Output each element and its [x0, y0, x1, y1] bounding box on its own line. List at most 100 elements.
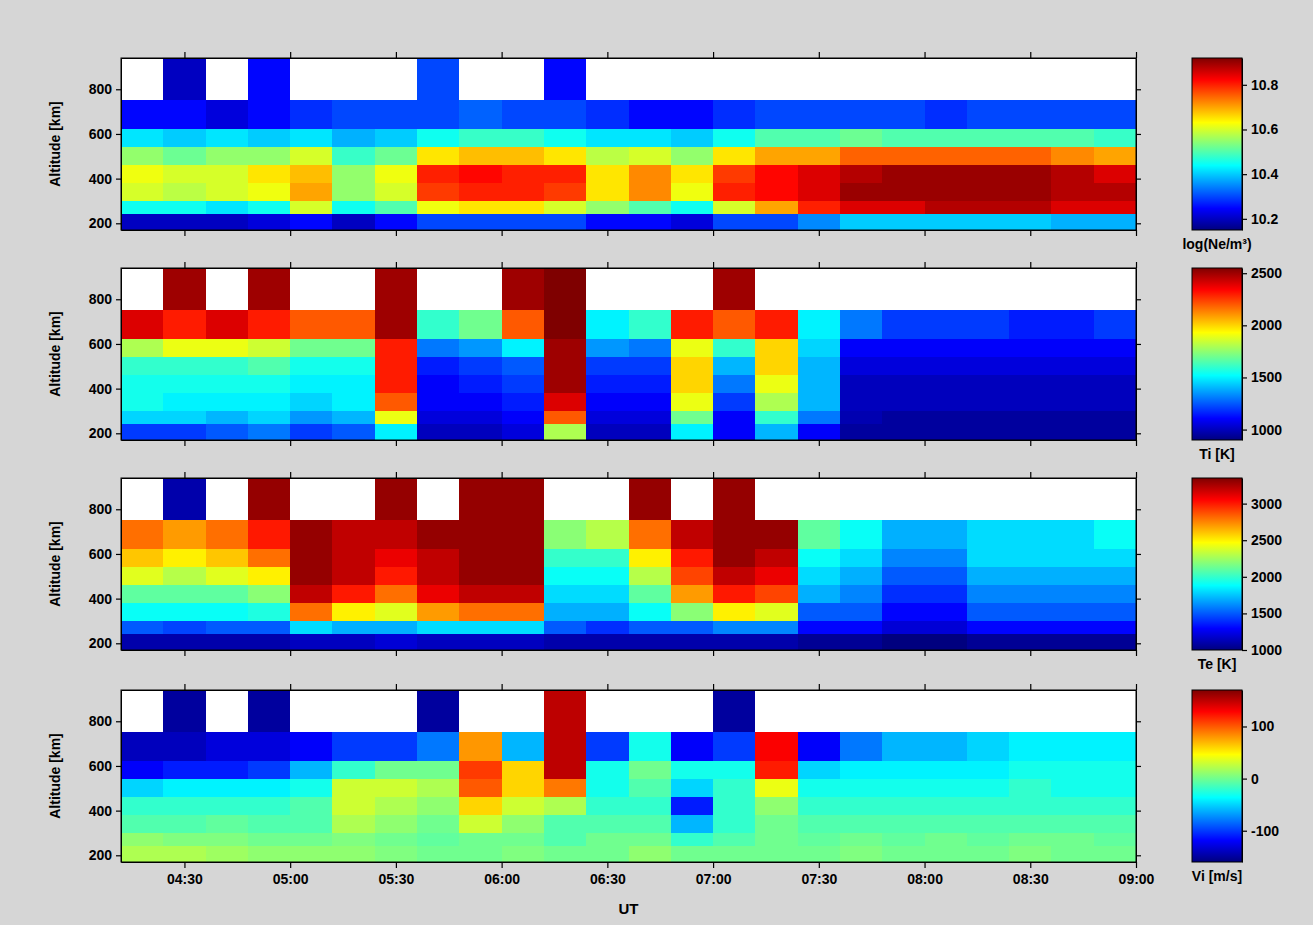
colorbar: 10001500200025003000Te [K] [1192, 478, 1282, 672]
heatmap-cell [798, 375, 840, 393]
y-axis-title: Altitude [km] [47, 101, 63, 187]
tick-label: 07:00 [696, 871, 732, 887]
heatmap-cell [882, 520, 924, 549]
heatmap-cell [544, 833, 586, 846]
heatmap-cell [163, 393, 205, 411]
heatmap-cell [121, 393, 163, 411]
heatmap-cell [1051, 585, 1093, 603]
tick-mark [1136, 299, 1141, 300]
heatmap-cell [629, 100, 671, 129]
heatmap-cell [1094, 375, 1136, 393]
colorbar: -1000100Vi [m/s] [1192, 690, 1279, 884]
heatmap-cell [206, 815, 248, 833]
tick: 1000 [1242, 422, 1282, 438]
heatmap-cell [290, 732, 332, 761]
heatmap-cell [671, 357, 713, 375]
heatmap-cell [1009, 339, 1051, 357]
heatmap-cell [248, 732, 290, 761]
tick-mark [1136, 89, 1141, 90]
heatmap-cell [882, 411, 924, 424]
tick [290, 684, 291, 690]
tick: 05:30 [378, 862, 414, 887]
heatmap-cell [163, 585, 205, 603]
heatmap-cell [1051, 603, 1093, 621]
heatmap-cell [248, 129, 290, 147]
heatmap-cell [206, 100, 248, 129]
heatmap-cell [755, 797, 797, 815]
heatmap-cell [671, 147, 713, 165]
heatmap-cell [544, 797, 586, 815]
tick-label: 200 [89, 425, 113, 441]
tick [1136, 509, 1141, 510]
tick-mark [713, 52, 714, 58]
tick-mark [116, 223, 121, 224]
tick-label: 800 [89, 713, 113, 729]
heatmap-cells [121, 58, 1136, 230]
tick-mark [502, 862, 503, 868]
heatmap-cell [629, 393, 671, 411]
heatmap-cell [755, 411, 797, 424]
heatmap-cell [375, 846, 417, 862]
heatmap-cell [586, 797, 628, 815]
heatmap-cell [1051, 621, 1093, 634]
heatmap-cell [163, 549, 205, 567]
heatmap-cell [840, 393, 882, 411]
heatmap-cell [1009, 621, 1051, 634]
tick-mark [1136, 650, 1137, 656]
heatmap-cell [375, 833, 417, 846]
heatmap-cell [375, 634, 417, 650]
heatmap-cell [1009, 147, 1051, 165]
panel: 04:3005:0005:3006:0006:3007:0007:3008:00… [47, 684, 1279, 917]
tick [819, 650, 820, 656]
heatmap-cell [206, 585, 248, 603]
tick: 100 [1242, 718, 1275, 734]
heatmap-cell [671, 732, 713, 761]
tick-label: 1000 [1251, 642, 1282, 658]
heatmap-cell [206, 339, 248, 357]
heatmap-cell [755, 310, 797, 339]
heatmap-cell [248, 201, 290, 214]
tick-label: 10.8 [1251, 77, 1278, 93]
heatmap-cell [121, 375, 163, 393]
heatmap-cell [671, 549, 713, 567]
heatmap-cell [1051, 797, 1093, 815]
heatmap-cell [459, 634, 501, 650]
tick-mark [1030, 650, 1031, 656]
heatmap-cell [502, 183, 544, 201]
heatmap-cell [248, 833, 290, 846]
heatmap-cell [417, 393, 459, 411]
tick: 07:30 [801, 862, 837, 887]
tick [184, 472, 185, 478]
heatmap-cell [882, 100, 924, 129]
heatmap-cell [417, 833, 459, 846]
tick-mark [713, 230, 714, 236]
heatmap-cell [840, 310, 882, 339]
heatmap-cell [290, 214, 332, 230]
heatmap-cell [925, 339, 967, 357]
heatmap-cell [671, 310, 713, 339]
tick-mark [713, 650, 714, 656]
tick [819, 684, 820, 690]
heatmap-cell [755, 833, 797, 846]
tick: 10.8 [1242, 77, 1278, 93]
tick-mark [502, 440, 503, 446]
tick [713, 684, 714, 690]
heatmap-cell [248, 411, 290, 424]
heatmap-cell [502, 201, 544, 214]
tick-mark [819, 230, 820, 236]
tick [1030, 52, 1031, 58]
heatmap-cell [206, 129, 248, 147]
tick [713, 650, 714, 656]
heatmap-cell [967, 339, 1009, 357]
tick-mark [1136, 179, 1141, 180]
heatmap-cell [206, 520, 248, 549]
tick: 10.4 [1242, 166, 1278, 182]
axis-line [121, 479, 122, 651]
tick-mark [1242, 577, 1247, 578]
colorbar: 10.210.410.610.8log(Ne/m³) [1182, 58, 1278, 252]
tick-mark [116, 766, 121, 767]
tick-mark [1242, 540, 1247, 541]
heatmap-cell [417, 214, 459, 230]
tick-mark [502, 52, 503, 58]
tick-mark [290, 650, 291, 656]
